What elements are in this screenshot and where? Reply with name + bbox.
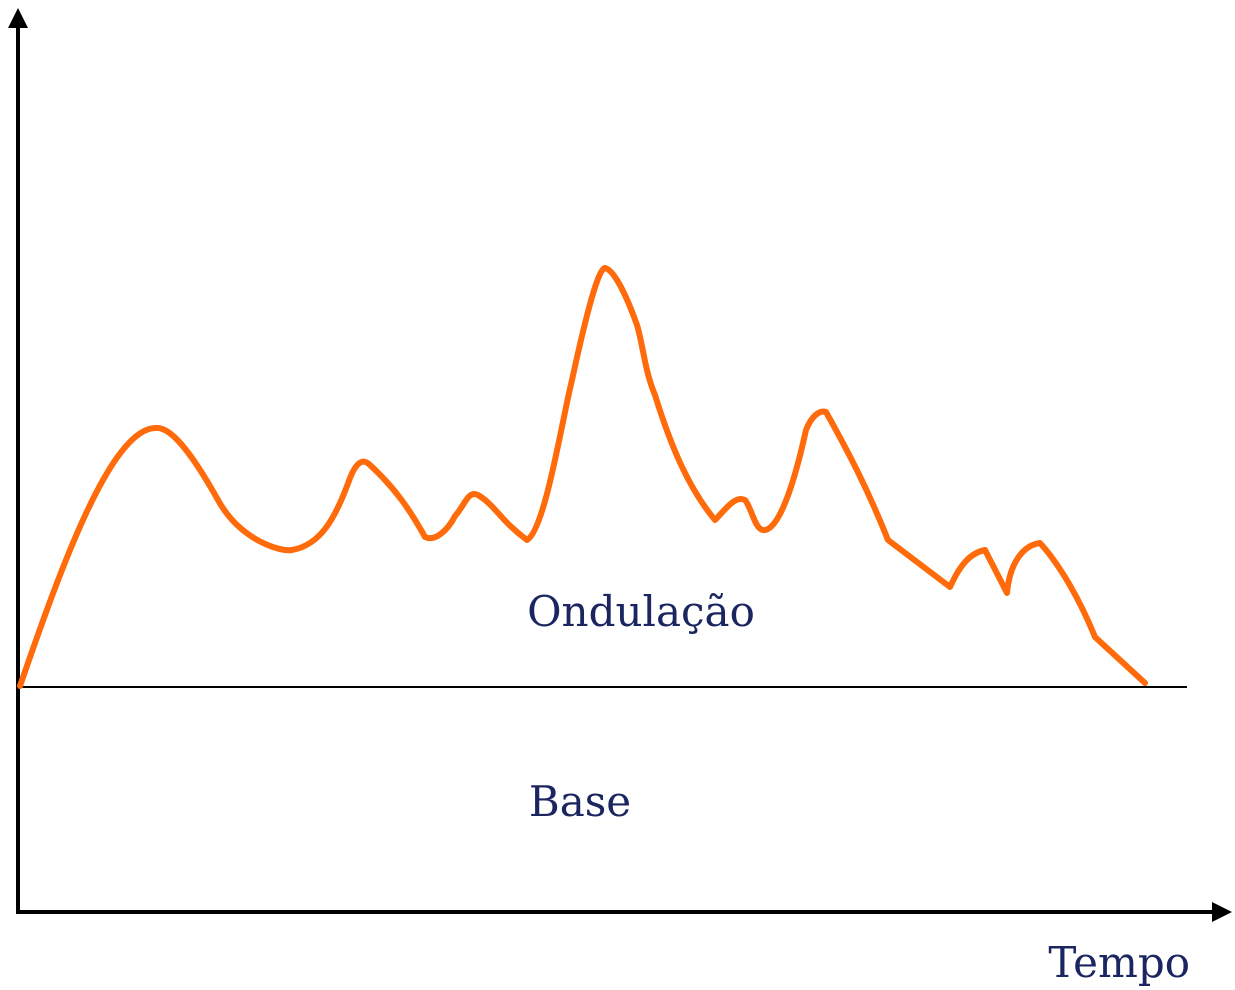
base-label: Base — [529, 777, 631, 826]
x-axis-label: Tempo — [1048, 938, 1190, 987]
ripple-curve — [17, 265, 1148, 689]
ripple-label: Ondulação — [527, 587, 755, 636]
